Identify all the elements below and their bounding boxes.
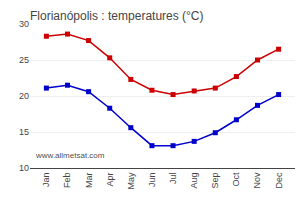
svg-text:15: 15 <box>19 127 29 137</box>
svg-text:Jul: Jul <box>168 173 178 185</box>
svg-text:May: May <box>126 172 136 190</box>
svg-text:Nov: Nov <box>252 172 262 189</box>
svg-text:Aug: Aug <box>189 173 199 189</box>
svg-text:Sep: Sep <box>210 173 220 189</box>
svg-text:www.allmetsat.com: www.allmetsat.com <box>35 151 105 160</box>
svg-text:25: 25 <box>19 55 29 65</box>
svg-text:30: 30 <box>19 19 29 29</box>
svg-text:Florianópolis : temperatures (: Florianópolis : temperatures (°C) <box>30 9 204 23</box>
svg-text:Dec: Dec <box>274 172 284 189</box>
svg-text:10: 10 <box>19 163 29 173</box>
svg-text:Jan: Jan <box>41 173 51 188</box>
svg-text:Feb: Feb <box>62 173 72 189</box>
svg-text:Apr: Apr <box>105 173 115 187</box>
svg-text:Jun: Jun <box>147 173 157 188</box>
svg-text:Oct: Oct <box>231 172 241 187</box>
svg-text:Mar: Mar <box>84 173 94 189</box>
svg-text:20: 20 <box>19 91 29 101</box>
